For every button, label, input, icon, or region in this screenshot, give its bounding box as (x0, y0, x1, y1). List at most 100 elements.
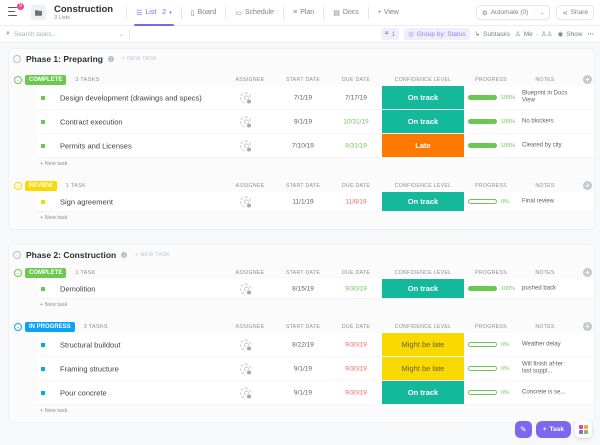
task-name[interactable]: Structural buildout (60, 340, 121, 349)
status-badge[interactable]: REVIEW (25, 180, 57, 191)
confidence-cell[interactable]: On track (382, 192, 464, 211)
new-task-fab[interactable]: + Task (535, 421, 571, 438)
col-assignee[interactable]: ASSIGNEE (235, 324, 265, 330)
col-due-date[interactable]: DUE DATE (341, 77, 371, 83)
confidence-cell[interactable]: On track (382, 86, 464, 109)
search-input[interactable]: ⌕ Search tasks... ⌄ (6, 30, 124, 38)
group-collapse-icon[interactable]: ⌄ (14, 268, 22, 277)
due-date[interactable]: 9/30/19 (345, 389, 367, 396)
phase-new-task-button[interactable]: + NEW TASK (122, 56, 157, 62)
add-column-icon[interactable]: + (583, 268, 592, 277)
status-square-icon[interactable] (41, 143, 45, 148)
status-square-icon[interactable] (41, 342, 45, 347)
me-filter-button[interactable]: ♙ Me · ♙♙ (515, 30, 553, 39)
add-view-button[interactable]: + View (374, 0, 403, 26)
status-square-icon[interactable] (41, 390, 45, 395)
automate-button[interactable]: ⚙ Automate (0) | ⌄ (475, 5, 551, 20)
due-date[interactable]: 10/31/19 (343, 118, 369, 125)
col-notes[interactable]: NOTES (535, 183, 555, 189)
status-badge[interactable]: COMPLETE (25, 267, 67, 278)
table-row[interactable]: Demolition 8/15/19 9/30/19 On track 100%… (37, 279, 594, 299)
confidence-cell[interactable]: On track (382, 381, 464, 404)
task-name[interactable]: Framing structure (60, 364, 119, 373)
notes-cell[interactable]: Will finish af-ter last suppl... (522, 361, 564, 375)
assignee-add-icon[interactable] (240, 140, 252, 152)
assignee-add-icon[interactable] (240, 92, 252, 104)
col-progress[interactable]: PROGRESS (475, 324, 507, 330)
confidence-cell[interactable]: Might be late (382, 333, 464, 356)
table-row[interactable]: Framing structure 9/1/19 9/30/19 Might b… (37, 357, 594, 381)
col-assignee[interactable]: ASSIGNEE (235, 270, 265, 276)
task-name[interactable]: Permits and Licenses (60, 141, 132, 150)
add-column-icon[interactable]: + (583, 181, 592, 190)
start-date[interactable]: 7/10/19 (292, 142, 314, 149)
phase-new-task-button[interactable]: + NEW TASK (135, 252, 171, 258)
notes-cell[interactable]: Cleared by city (522, 141, 562, 148)
tab-board[interactable]: ▯ Board (187, 0, 221, 26)
confidence-cell[interactable]: Might be late (382, 357, 464, 380)
assignee-add-icon[interactable] (240, 116, 252, 128)
status-square-icon[interactable] (41, 199, 45, 204)
status-badge[interactable]: COMPLETE (25, 74, 67, 85)
col-assignee[interactable]: ASSIGNEE (235, 183, 265, 189)
col-notes[interactable]: NOTES (535, 77, 555, 83)
notes-cell[interactable]: No blockers (522, 117, 554, 124)
col-confidence[interactable]: CONFIDENCE LEVEL (394, 270, 452, 276)
col-assignee[interactable]: ASSIGNEE (235, 77, 265, 83)
group-collapse-icon[interactable]: ⌄ (14, 181, 22, 190)
table-row[interactable]: Design development (drawings and specs) … (37, 86, 594, 110)
group-by-button[interactable]: ◎ Group by: Status (404, 28, 470, 40)
col-confidence[interactable]: CONFIDENCE LEVEL (394, 77, 452, 83)
start-date[interactable]: 8/15/19 (292, 285, 314, 292)
start-date[interactable]: 9/1/19 (293, 118, 313, 125)
info-icon[interactable]: i (121, 252, 128, 258)
status-square-icon[interactable] (41, 286, 45, 291)
status-square-icon[interactable] (41, 119, 45, 124)
group-collapse-icon[interactable]: ⌄ (14, 322, 22, 331)
task-name[interactable]: Design development (drawings and specs) (60, 93, 202, 102)
users-icon[interactable]: ♙♙ (540, 31, 553, 38)
status-square-icon[interactable] (41, 366, 45, 371)
notes-cell[interactable]: Final review (522, 197, 555, 204)
start-date[interactable]: 11/1/19 (292, 198, 314, 205)
col-progress[interactable]: PROGRESS (475, 77, 507, 83)
start-date[interactable]: 9/1/19 (293, 365, 313, 372)
notes-cell[interactable]: Concrete is se... (522, 388, 566, 395)
col-progress[interactable]: PROGRESS (475, 183, 507, 189)
due-date[interactable]: 8/31/19 (345, 142, 367, 149)
chevron-down-icon[interactable]: ⌄ (539, 9, 545, 16)
collapse-toggle-icon[interactable]: ⌄ (13, 251, 21, 259)
due-date[interactable]: 9/30/19 (345, 285, 367, 292)
tab-plan[interactable]: ≡ Plan (289, 0, 318, 26)
add-column-icon[interactable]: + (583, 322, 592, 331)
assignee-add-icon[interactable] (240, 387, 252, 399)
confidence-cell[interactable]: Late (382, 134, 464, 157)
notes-cell[interactable]: pushed back (522, 284, 557, 291)
group-collapse-icon[interactable]: ⌄ (14, 75, 22, 84)
assignee-add-icon[interactable] (240, 283, 252, 295)
tab-docs[interactable]: ▤ Docs (329, 0, 363, 26)
start-date[interactable]: 9/1/19 (293, 389, 313, 396)
share-button[interactable]: ⋖ Share (556, 5, 594, 20)
table-row[interactable]: Sign agreement 11/1/19 11/8/19 On track … (37, 192, 594, 212)
status-badge[interactable]: IN PROGRESS (25, 321, 75, 332)
assignee-add-icon[interactable] (240, 339, 252, 351)
col-start-date[interactable]: START DATE (285, 77, 321, 83)
table-row[interactable]: Contract execution 9/1/19 10/31/19 On tr… (37, 110, 594, 134)
tab-list[interactable]: ☰ List 2 ▾ (132, 0, 176, 26)
new-task-button[interactable]: + New task (40, 161, 68, 167)
col-notes[interactable]: NOTES (535, 324, 555, 330)
sidebar-menu-button[interactable]: 9 (8, 2, 24, 19)
filter-button[interactable]: ⩸ 1 (380, 28, 400, 40)
notes-cell[interactable]: Weather delay (522, 340, 561, 347)
col-start-date[interactable]: START DATE (285, 324, 321, 330)
add-column-icon[interactable]: + (583, 75, 592, 84)
col-notes[interactable]: NOTES (535, 270, 555, 276)
new-task-button[interactable]: + New task (40, 215, 68, 221)
due-date[interactable]: 9/30/19 (345, 365, 367, 372)
task-name[interactable]: Demolition (60, 284, 96, 293)
due-date[interactable]: 11/8/19 (345, 198, 367, 205)
col-due-date[interactable]: DUE DATE (341, 270, 371, 276)
table-row[interactable]: Permits and Licenses 7/10/19 8/31/19 Lat… (37, 134, 594, 158)
col-confidence[interactable]: CONFIDENCE LEVEL (394, 183, 452, 189)
